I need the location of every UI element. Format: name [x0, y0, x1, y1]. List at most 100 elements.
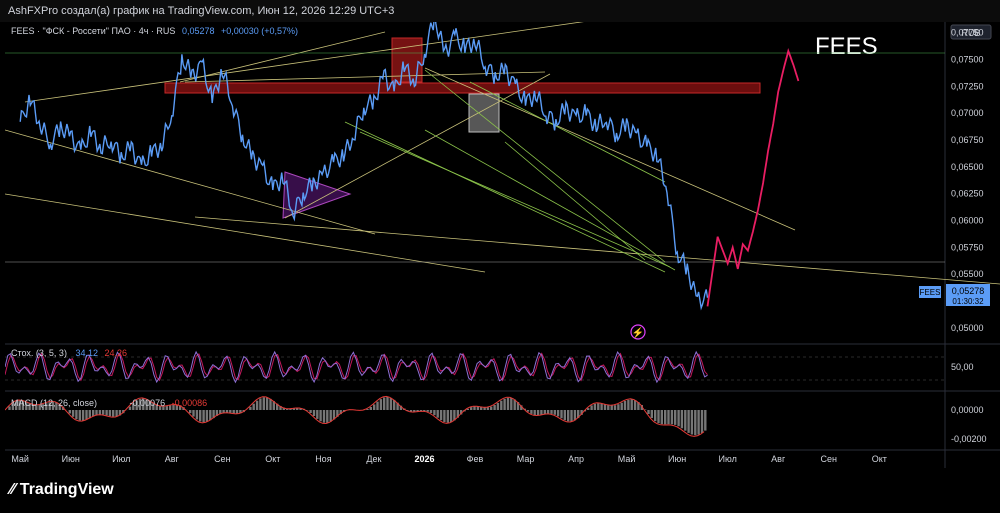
macd-bar	[630, 399, 633, 410]
trendline[interactable]	[284, 73, 551, 219]
macd-bar	[587, 408, 590, 410]
macd-bar	[383, 397, 386, 410]
trendline[interactable]	[424, 67, 796, 231]
macd-bar	[389, 397, 393, 410]
macd-bar	[543, 410, 546, 415]
tradingview-logo[interactable]: ⁄⁄ TradingView	[10, 481, 114, 499]
symbol-legend: FEES · "ФСК - Россети" ПАО · 4ч · RUS 0,…	[11, 26, 298, 36]
macd-bar	[493, 405, 496, 410]
stoch-legend: Стох. (3, 5, 3) 34,12 24,26	[11, 348, 127, 358]
macd-bar	[286, 408, 289, 410]
macd-bar	[336, 410, 339, 417]
stoch-axis-tick: 50,00	[951, 362, 974, 372]
currency-box[interactable]	[950, 24, 992, 40]
trendline[interactable]	[179, 31, 386, 83]
macd-bar	[128, 406, 132, 410]
trendline-green[interactable]	[359, 131, 671, 268]
price-axis-tick: 0,05750	[951, 242, 984, 252]
trendline[interactable]	[194, 216, 1000, 285]
macd-bar	[483, 407, 486, 410]
time-axis-tick: Апр	[568, 454, 584, 464]
macd-bar	[225, 410, 229, 413]
price-axis-tick: 0,05500	[951, 269, 984, 279]
symbol-name: FEES · "ФСК - Россети" ПАО · 4ч · RUS	[11, 26, 175, 36]
price-axis-tick: 0,06500	[951, 162, 984, 172]
macd-bar	[142, 398, 145, 410]
macd-bar	[466, 408, 469, 410]
macd-bar	[108, 410, 112, 417]
macd-bar	[684, 410, 687, 431]
macd-bar	[597, 403, 600, 410]
macd-bar	[643, 409, 647, 410]
macd-bar	[88, 410, 91, 419]
time-axis-tick: Окт	[265, 454, 280, 464]
macd-bar	[148, 400, 152, 410]
trendline-green[interactable]	[424, 69, 666, 263]
macd-bar	[145, 399, 148, 410]
macd-bar	[316, 410, 319, 419]
macd-bar	[667, 410, 670, 425]
macd-bar	[500, 400, 503, 410]
macd-bar	[453, 410, 456, 421]
macd-bar	[178, 405, 182, 410]
macd-bar	[540, 410, 543, 415]
macd-axis-tick: 0,00000	[951, 405, 984, 415]
gray-box[interactable]	[468, 93, 500, 133]
macd-bar	[269, 398, 272, 410]
lightning-marker[interactable]	[630, 324, 646, 340]
time-axis[interactable]: Май Июн Июл Авг Сен Окт Ноя Дек 2026 Фев Мар Апр Май…	[11, 454, 887, 464]
macd-bar	[38, 404, 41, 410]
macd-bar	[373, 404, 376, 410]
macd-bar	[75, 410, 78, 420]
macd-bar	[610, 405, 613, 410]
macd-bar	[623, 401, 627, 410]
macd-bar	[533, 410, 536, 416]
brand-name: TradingView	[19, 481, 114, 498]
price-tag-value: 0,05278	[952, 286, 985, 296]
price-line	[19, 12, 709, 311]
macd-bar	[647, 410, 650, 414]
macd-bar	[296, 408, 299, 410]
macd-bar	[25, 401, 28, 410]
price-axis[interactable]	[945, 22, 1000, 468]
macd-bar	[416, 410, 419, 412]
macd-bar	[556, 410, 560, 417]
macd-bar	[135, 400, 138, 410]
macd-bar	[376, 401, 379, 410]
stoch-d-value: 24,26	[105, 348, 128, 358]
macd-bar	[172, 404, 175, 410]
macd-pane[interactable]: MACD (12, 26, close) -0,00076 -0,00086 0…	[4, 395, 987, 444]
trendline-top[interactable]	[24, 19, 596, 103]
price-tag: FEES 0,05278 01:30:32	[919, 284, 990, 306]
resistance-zone[interactable]	[164, 82, 761, 94]
macd-bar	[15, 401, 18, 410]
macd-signal-value: -0,00086	[172, 398, 208, 408]
trendline[interactable]	[184, 71, 546, 83]
trendline-green[interactable]	[424, 129, 676, 271]
macd-bar	[235, 410, 239, 414]
macd-bar	[168, 405, 172, 410]
macd-bar	[627, 399, 630, 410]
macd-bar	[81, 410, 85, 421]
macd-bar	[11, 403, 15, 410]
trendline[interactable]	[4, 193, 486, 273]
trendline[interactable]	[4, 129, 376, 235]
drawings[interactable]	[4, 19, 1000, 285]
time-axis-tick: Мар	[517, 454, 535, 464]
macd-bar	[690, 410, 694, 435]
macd-bar	[95, 410, 98, 416]
macd-bar	[369, 407, 372, 410]
price-axis-tick: 0,05000	[951, 323, 984, 333]
trendline-green[interactable]	[504, 141, 646, 261]
macd-bar	[520, 405, 523, 410]
macd-bar	[563, 410, 566, 421]
macd-bar	[138, 398, 142, 410]
stoch-pane[interactable]: Стох. (3, 5, 3) 34,12 24,26 50,00	[4, 348, 974, 384]
macd-bar	[8, 406, 11, 410]
price-axis-ticks: 0,07750 0,07500 0,07250 0,07000 0,06750 0,065…	[951, 28, 984, 333]
macd-bar	[28, 403, 31, 410]
macd-bar	[436, 410, 439, 418]
trendline-green[interactable]	[344, 121, 666, 273]
time-axis-tick: Сен	[214, 454, 231, 464]
trendline-green[interactable]	[469, 81, 666, 183]
